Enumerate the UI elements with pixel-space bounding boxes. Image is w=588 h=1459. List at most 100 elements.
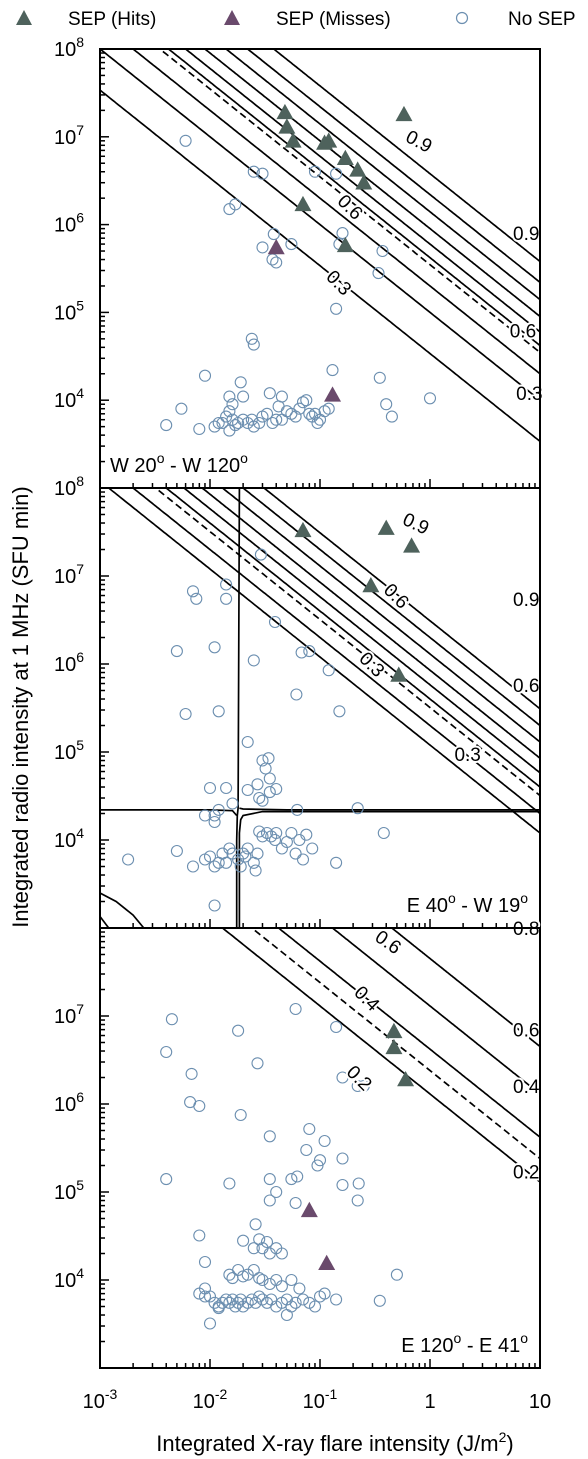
no-sep-point [256, 794, 269, 807]
x-tick-label-exp: -2 [215, 1386, 228, 1402]
no-sep-point [220, 592, 233, 605]
x-tick-label: 10-2 [193, 1386, 228, 1413]
y-tick-label: 108 [54, 34, 84, 61]
x-tick-label-exp: -1 [325, 1386, 338, 1402]
no-sep-point [303, 645, 316, 658]
boundary-line [239, 807, 540, 811]
contour-line [246, 49, 540, 284]
panel-label-part: o [453, 1330, 461, 1346]
contour-line [182, 488, 540, 774]
no-sep-point [280, 1308, 293, 1322]
no-sep-point [300, 1143, 313, 1157]
y-tick-label: 107 [54, 1001, 84, 1028]
panel-label: E 120o - E 41o [401, 1330, 528, 1357]
no-sep-point [198, 369, 212, 382]
no-sep-point [175, 402, 188, 415]
sep-hit-point [385, 1022, 403, 1039]
boundary-line [100, 892, 145, 928]
x-axis-title: Integrated X-ray flare intensity (J/m2) [156, 1429, 513, 1456]
sep-hit-point [336, 236, 354, 253]
legend-item-no-sep: No SEP [455, 9, 576, 30]
y-tick-label-exp: 5 [76, 1177, 84, 1193]
x-tick-label-exp: -3 [105, 1386, 118, 1402]
sep-hit-point [294, 195, 312, 212]
y-tick-label-base: 10 [54, 566, 76, 588]
no-sep-point [330, 302, 343, 315]
no-sep-point [223, 424, 236, 437]
no-sep-point [232, 1024, 245, 1037]
no-sep-point [212, 705, 225, 718]
sep-hit-point [397, 1070, 415, 1087]
no-sep-point [179, 707, 192, 721]
no-sep-point [220, 1293, 233, 1306]
sep-miss-point [267, 238, 285, 255]
no-sep-point [313, 1154, 327, 1167]
panel-label: W 20o - W 120o [110, 450, 248, 477]
panel-plot-area [100, 488, 540, 928]
panel-frame [99, 487, 541, 929]
y-tick-label-exp: 4 [76, 1265, 84, 1281]
no-sep-point [223, 1177, 236, 1190]
y-tick-label: 105 [54, 737, 84, 764]
contour-line [100, 89, 540, 443]
no-sep-point [241, 1268, 254, 1281]
no-sep-point [318, 1134, 331, 1148]
no-sep-point [303, 407, 316, 420]
boundary-line [100, 809, 238, 817]
y-tick-label: 108 [54, 473, 84, 500]
no-sep-point [260, 407, 274, 420]
no-sep-point [291, 1170, 304, 1183]
contour-label: 0.6 [510, 322, 536, 343]
no-sep-point [351, 1079, 364, 1093]
y-tick-label-exp: 5 [76, 297, 84, 313]
contour-line [241, 488, 540, 727]
no-sep-point [372, 267, 385, 280]
contour-line [154, 488, 540, 797]
no-sep-point [308, 1300, 322, 1313]
contour-label: 0.6 [371, 927, 405, 959]
x-tick-label-base: 10 [303, 1391, 325, 1413]
contour-label: 0.9 [402, 127, 435, 158]
contour-line [200, 488, 540, 760]
panel-frame [99, 48, 541, 489]
no-sep-point [253, 416, 266, 430]
y-tick-label-base: 10 [54, 478, 76, 500]
contour-label: 0.9 [513, 224, 539, 245]
no-sep-point [263, 786, 276, 799]
no-sep-point [245, 332, 258, 345]
sep-hit-point [377, 519, 395, 535]
no-sep-point [223, 1296, 236, 1309]
no-sep-point [357, 1079, 370, 1093]
no-sep-point [241, 735, 254, 749]
no-sep-point [203, 850, 217, 863]
no-sep-point [423, 392, 437, 405]
y-tick-label: 107 [54, 561, 84, 588]
no-sep-point [377, 826, 390, 840]
no-sep-point [390, 1268, 403, 1281]
x-tick-label: 10-1 [303, 1386, 338, 1413]
y-tick-label: 107 [54, 122, 84, 149]
no-sep-point [311, 416, 324, 430]
x-axis-title-sup: 2 [499, 1429, 507, 1445]
no-sep-point [300, 828, 313, 841]
legend-label-sep-misses: SEP (Misses) [276, 9, 391, 30]
sep-hit-point [403, 537, 421, 553]
no-sep-point [376, 244, 389, 258]
panel-plot-area [160, 928, 540, 1330]
contour-label: 0.4 [513, 1077, 540, 1098]
no-sep-point [373, 371, 386, 384]
no-sep-point [251, 1057, 264, 1070]
no-sep-point [293, 402, 306, 415]
x-tick-label-base: 10 [529, 1391, 551, 1413]
sep-hit-point [385, 1038, 403, 1055]
no-sep-point [226, 398, 239, 411]
contour-line [131, 49, 540, 375]
legend: SEP (Hits) SEP (Misses) No SEP [16, 9, 576, 30]
no-sep-point [237, 390, 250, 403]
no-sep-point [296, 853, 310, 866]
no-sep-point [268, 833, 282, 847]
no-sep-point [306, 842, 319, 855]
x-tick-label-base: 1 [424, 1391, 435, 1413]
y-tick-label-exp: 4 [76, 385, 84, 401]
